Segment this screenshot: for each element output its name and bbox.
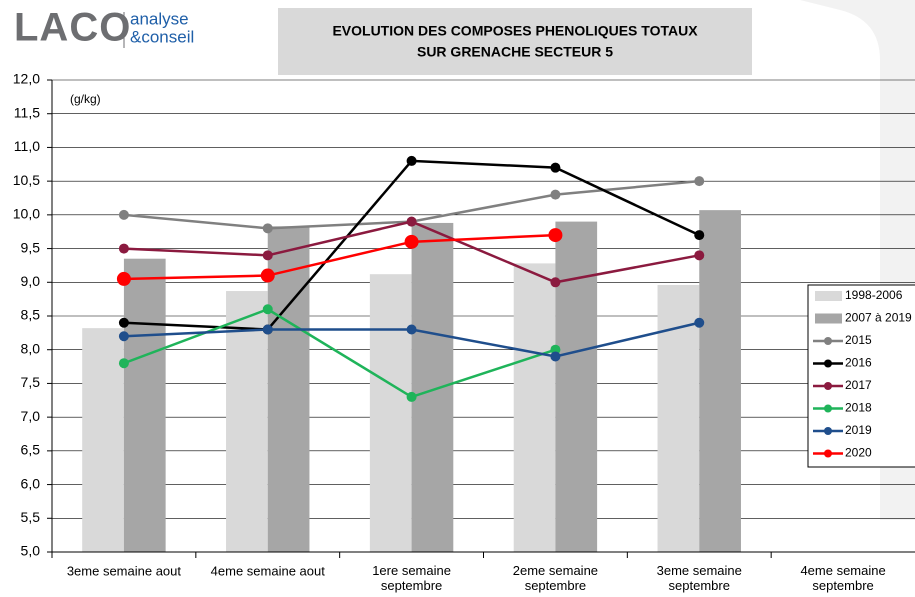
marker xyxy=(694,176,705,187)
y-tick-label: 11,0 xyxy=(14,138,40,154)
chart-title: EVOLUTION DES COMPOSES PHENOLIQUES TOTAU… xyxy=(332,23,698,39)
marker xyxy=(406,391,417,402)
marker xyxy=(262,324,273,335)
y-tick-label: 10,0 xyxy=(13,206,40,222)
bar xyxy=(513,263,556,552)
legend-label: 2018 xyxy=(845,401,872,415)
x-tick-label: 4eme semaine septembre xyxy=(800,563,885,593)
legend-marker xyxy=(824,449,832,458)
logo-name: LACO xyxy=(14,6,131,50)
bar xyxy=(123,258,166,552)
legend-marker xyxy=(824,404,832,413)
marker xyxy=(260,268,275,283)
marker xyxy=(118,358,129,369)
marker xyxy=(694,230,705,241)
marker xyxy=(548,228,563,243)
marker xyxy=(550,189,561,200)
y-tick-label: 9,0 xyxy=(21,273,41,289)
marker xyxy=(694,250,705,261)
legend-label: 2015 xyxy=(845,333,872,347)
chart-subtitle: SUR GRENACHE SECTEUR 5 xyxy=(417,44,613,60)
title-box xyxy=(278,8,752,75)
x-tick-label: 1ere semaine septembre xyxy=(372,563,451,593)
bar xyxy=(555,221,598,552)
line xyxy=(123,307,556,399)
y-tick-label: 6,5 xyxy=(21,442,41,458)
bar xyxy=(699,210,741,552)
y-tick-label: 8,0 xyxy=(21,340,41,356)
marker xyxy=(262,223,273,234)
y-tick-label: 11,5 xyxy=(14,104,40,120)
y-tick-label: 5,5 xyxy=(21,509,41,525)
legend-label: 2017 xyxy=(845,378,872,392)
y-tick-label: 10,5 xyxy=(13,172,40,188)
marker xyxy=(406,216,417,227)
marker xyxy=(550,162,561,173)
y-tick-label: 6,0 xyxy=(21,475,41,491)
x-tick-label: 2eme semaine septembre xyxy=(513,563,598,593)
marker xyxy=(118,209,129,220)
logo-line: &conseil xyxy=(130,27,194,46)
y-axis-label: (g/kg) xyxy=(70,92,101,106)
legend-label: 2016 xyxy=(845,356,872,370)
legend-swatch xyxy=(815,291,842,301)
x-tick-label: 3eme semaine septembre xyxy=(657,563,742,593)
marker xyxy=(118,243,129,254)
bar xyxy=(82,328,124,552)
legend-label: 2007 à 2019 xyxy=(845,311,912,325)
marker xyxy=(262,304,273,315)
marker xyxy=(694,317,705,328)
x-tick-label: 4eme semaine aout xyxy=(211,563,326,578)
legend-marker xyxy=(824,337,832,345)
marker xyxy=(406,324,417,335)
bar xyxy=(369,274,412,552)
legend-marker xyxy=(824,382,832,390)
legend-label: 2019 xyxy=(845,423,872,437)
y-tick-label: 7,0 xyxy=(21,408,41,424)
bar xyxy=(657,284,700,552)
marker xyxy=(262,250,273,261)
marker xyxy=(550,277,561,288)
legend-label: 2020 xyxy=(845,446,872,460)
legend-label: 1998-2006 xyxy=(845,288,903,302)
legend-marker xyxy=(824,427,832,435)
bar xyxy=(226,291,268,552)
line xyxy=(123,220,700,284)
marker xyxy=(116,271,131,286)
line xyxy=(123,233,556,281)
marker xyxy=(118,317,129,328)
y-tick-label: 5,0 xyxy=(21,543,41,559)
marker xyxy=(404,234,419,249)
logo-line: analyse xyxy=(130,9,189,28)
y-tick-label: 7,5 xyxy=(21,374,41,390)
y-tick-label: 12,0 xyxy=(13,71,40,87)
marker xyxy=(118,331,129,342)
y-tick-label: 9,5 xyxy=(21,239,41,255)
legend-swatch xyxy=(815,313,842,324)
bar xyxy=(411,222,454,552)
marker xyxy=(550,351,561,362)
legend-marker xyxy=(824,359,832,368)
y-tick-label: 8,5 xyxy=(21,307,41,323)
x-tick-label: 3eme semaine aout xyxy=(67,563,182,578)
bar xyxy=(267,226,310,552)
marker xyxy=(406,155,417,166)
